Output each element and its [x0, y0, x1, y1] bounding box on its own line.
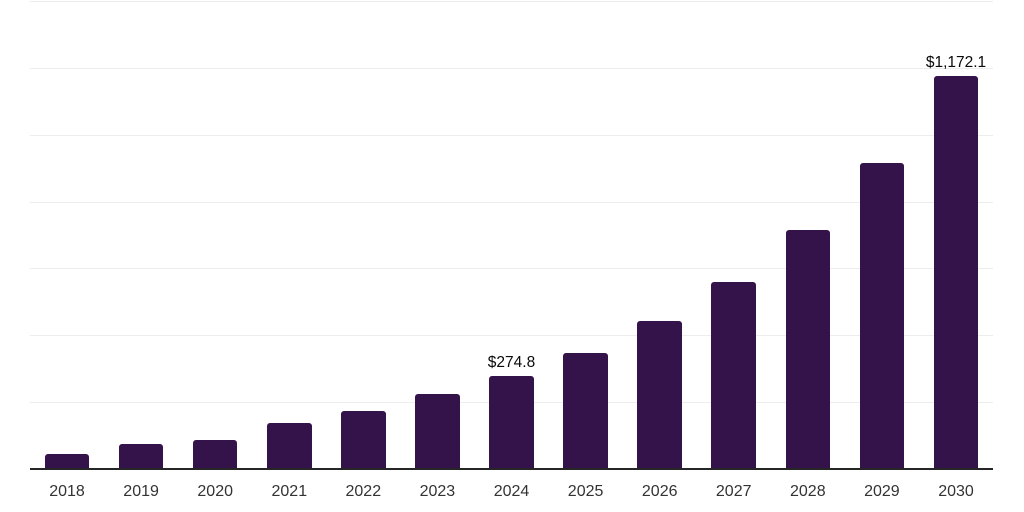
gridline [30, 68, 993, 69]
x-tick-label-2027: 2027 [715, 483, 752, 500]
gridline [30, 335, 993, 336]
bar-2018[interactable] [44, 453, 90, 468]
gridline [30, 1, 993, 2]
x-tick-label-2022: 2022 [345, 483, 382, 500]
x-tick-label-2020: 2020 [197, 483, 233, 500]
gridline [30, 202, 993, 203]
bar-2021[interactable] [267, 422, 312, 468]
bar-2022[interactable] [341, 410, 386, 468]
bar-value-label-2030: $1,172.1 [925, 54, 987, 72]
x-tick-label-2025: 2025 [567, 483, 604, 500]
bar-2030[interactable] [933, 76, 979, 468]
bar-2028[interactable] [785, 229, 831, 468]
bar-2020[interactable] [192, 439, 238, 468]
x-tick-label-2023: 2023 [419, 483, 456, 500]
bar-2025[interactable] [563, 353, 608, 468]
bar-2027[interactable] [711, 281, 756, 468]
bar-2029[interactable] [859, 162, 905, 468]
x-tick-label-2019: 2019 [123, 483, 159, 500]
x-tick-label-2021: 2021 [271, 483, 308, 500]
x-axis-line [30, 468, 993, 470]
bar-2023[interactable] [415, 394, 460, 468]
x-tick-label-2026: 2026 [641, 483, 678, 500]
x-tick-label-2028: 2028 [790, 483, 826, 500]
x-tick-label-2029: 2029 [864, 483, 900, 500]
bar-2019[interactable] [118, 443, 164, 468]
gridline [30, 135, 993, 136]
gridline [30, 268, 993, 269]
bar-2024[interactable] [489, 376, 534, 468]
x-tick-label-2030: 2030 [938, 483, 974, 500]
x-tick-label-2024: 2024 [493, 483, 530, 500]
x-tick-label-2018: 2018 [49, 483, 85, 500]
bar-2026[interactable] [637, 321, 682, 468]
bar-value-label-2024: $274.8 [487, 354, 536, 372]
